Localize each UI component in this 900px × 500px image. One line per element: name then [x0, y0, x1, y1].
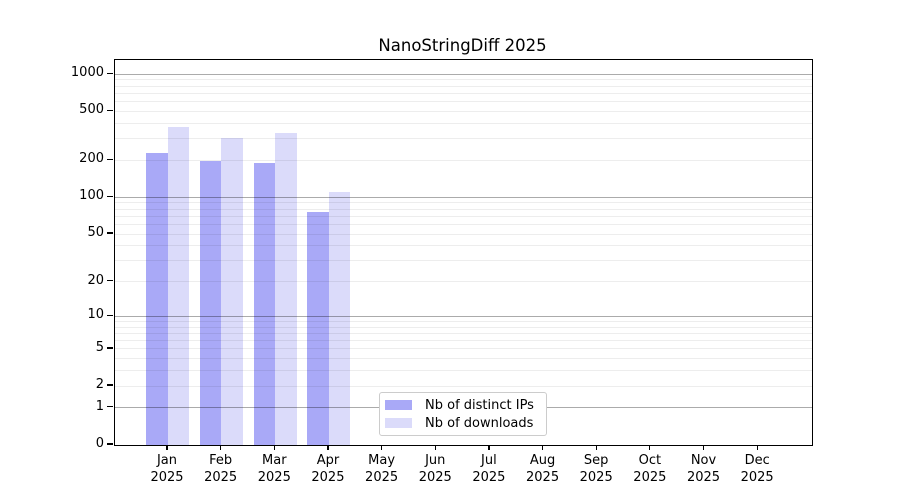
x-tick-label-apr: Apr 2025: [311, 453, 345, 485]
legend-swatch-downloads: [385, 418, 412, 428]
x-tick: [220, 445, 222, 451]
x-tick-label-mar: Mar 2025: [257, 453, 291, 485]
plot-area: [114, 59, 813, 446]
x-tick: [327, 445, 329, 451]
y-tick-label: 200: [79, 151, 104, 167]
x-tick-label-jun: Jun 2025: [418, 453, 452, 485]
x-tick-label-aug: Aug 2025: [526, 453, 560, 485]
x-tick: [541, 445, 544, 451]
bar-nb-of-downloads-apr: [328, 191, 351, 445]
x-tick: [702, 445, 705, 451]
y-tick-label: 1: [95, 398, 104, 414]
legend: Nb of distinct IPs Nb of downloads: [379, 392, 547, 436]
bar-nb-of-downloads-jan: [167, 126, 190, 445]
x-tick: [166, 445, 168, 451]
y-tick-label: 10: [87, 307, 104, 323]
x-tick-label-dec: Dec 2025: [740, 453, 774, 485]
x-tick-label-nov: Nov 2025: [686, 453, 721, 485]
y-tick: [107, 406, 113, 408]
y-tick: [107, 443, 113, 445]
bar-nb-of-distinct-ips-jan: [146, 152, 168, 445]
chart-title: NanoStringDiff 2025: [378, 36, 547, 55]
y-tick-label: 0: [95, 436, 104, 451]
x-tick: [488, 445, 490, 451]
x-tick: [595, 445, 597, 451]
x-tick-label-jul: Jul 2025: [472, 453, 506, 485]
legend-item-downloads: Nb of downloads: [385, 415, 542, 431]
legend-label-distinct-ips: Nb of distinct IPs: [425, 397, 534, 413]
y-tick: [107, 232, 113, 234]
legend-label-downloads: Nb of downloads: [425, 415, 534, 431]
y-tick: [107, 72, 113, 74]
y-tick: [107, 314, 113, 316]
x-tick: [434, 445, 436, 451]
y-tick-label: 500: [79, 102, 104, 118]
x-tick-label-oct: Oct 2025: [633, 453, 667, 485]
y-tick: [107, 347, 113, 349]
x-tick-label-sep: Sep 2025: [579, 453, 613, 485]
bar-nb-of-downloads-feb: [221, 138, 243, 445]
y-tick-label: 2: [95, 377, 104, 393]
legend-item-distinct-ips: Nb of distinct IPs: [385, 397, 542, 413]
bar-nb-of-downloads-mar: [275, 132, 297, 445]
y-tick-label: 20: [87, 272, 104, 288]
y-tick: [107, 109, 113, 112]
x-tick-label-may: May 2025: [365, 453, 399, 485]
y-tick: [107, 279, 113, 282]
y-tick-label: 1000: [70, 65, 104, 81]
x-tick-label-feb: Feb 2025: [204, 453, 238, 485]
x-tick: [273, 445, 275, 451]
y-tick-label: 50: [87, 225, 104, 241]
x-tick: [380, 445, 383, 451]
y-tick-label: 5: [95, 339, 104, 355]
legend-swatch-distinct-ips: [385, 400, 412, 410]
bars-layer: [115, 60, 812, 445]
y-tick: [107, 158, 113, 161]
x-tick: [649, 445, 651, 451]
y-tick: [107, 384, 113, 386]
bar-nb-of-distinct-ips-mar: [253, 162, 276, 445]
x-tick-label-jan: Jan 2025: [150, 453, 184, 485]
bar-nb-of-distinct-ips-feb: [199, 160, 222, 445]
y-tick-label: 100: [79, 188, 104, 204]
y-tick: [107, 195, 113, 197]
x-tick: [756, 445, 758, 451]
bar-nb-of-distinct-ips-apr: [307, 211, 329, 445]
